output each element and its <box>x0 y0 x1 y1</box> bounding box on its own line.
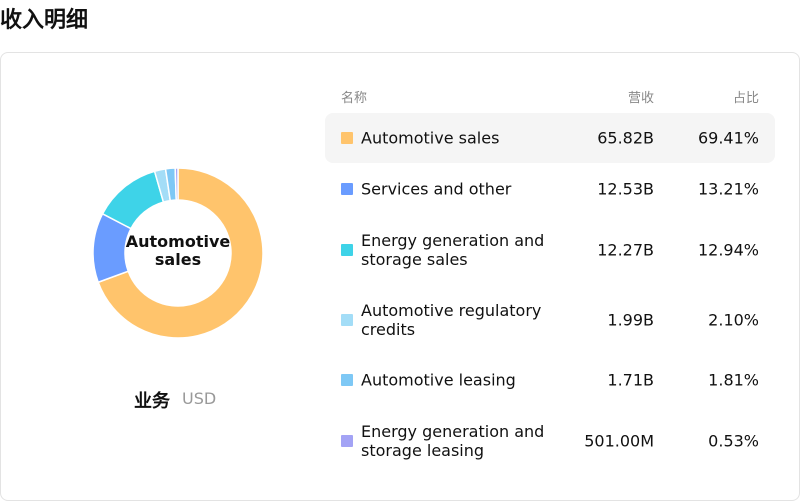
row-share: 1.81% <box>708 370 759 390</box>
row-share: 2.10% <box>708 310 759 330</box>
row-revenue: 12.27B <box>597 240 654 260</box>
header-cell: 占比 <box>732 91 759 106</box>
page-title: 收入明细 <box>0 8 89 33</box>
table-row[interactable] <box>325 113 775 163</box>
row-name: Automotive regulatory credits <box>361 301 542 339</box>
row-revenue: 1.71B <box>607 370 654 390</box>
row-revenue: 65.82B <box>597 128 654 148</box>
row-share: 0.53% <box>708 431 759 451</box>
header-cell: 营收 <box>627 91 654 106</box>
caption: 业务 <box>134 391 170 412</box>
row-share: 12.94% <box>697 240 759 260</box>
legend-swatch <box>341 183 353 195</box>
row-name: Automotive sales <box>361 128 500 148</box>
unit: USD <box>182 389 217 408</box>
donut-segment[interactable] <box>174 167 179 201</box>
row-share: 69.41% <box>697 128 759 148</box>
legend-swatch <box>341 132 353 144</box>
donut-chart <box>92 167 264 339</box>
legend-swatch <box>341 435 353 447</box>
header-cell: 名称 <box>341 91 368 106</box>
row-name: Services and other <box>361 179 512 199</box>
row-revenue: 1.99B <box>607 310 654 330</box>
row-name: Energy generation and storage sales <box>361 231 545 269</box>
legend-swatch <box>341 314 353 326</box>
row-revenue: 501.00M <box>584 431 654 451</box>
row-name: Automotive leasing <box>361 370 516 390</box>
row-name: Energy generation and storage leasing <box>361 422 545 460</box>
row-share: 13.21% <box>697 179 759 199</box>
center-label: Automotive sales <box>125 232 231 269</box>
row-revenue: 12.53B <box>597 179 654 199</box>
legend-swatch <box>341 374 353 386</box>
donut-segment[interactable] <box>97 167 264 339</box>
legend-swatch <box>341 244 353 256</box>
